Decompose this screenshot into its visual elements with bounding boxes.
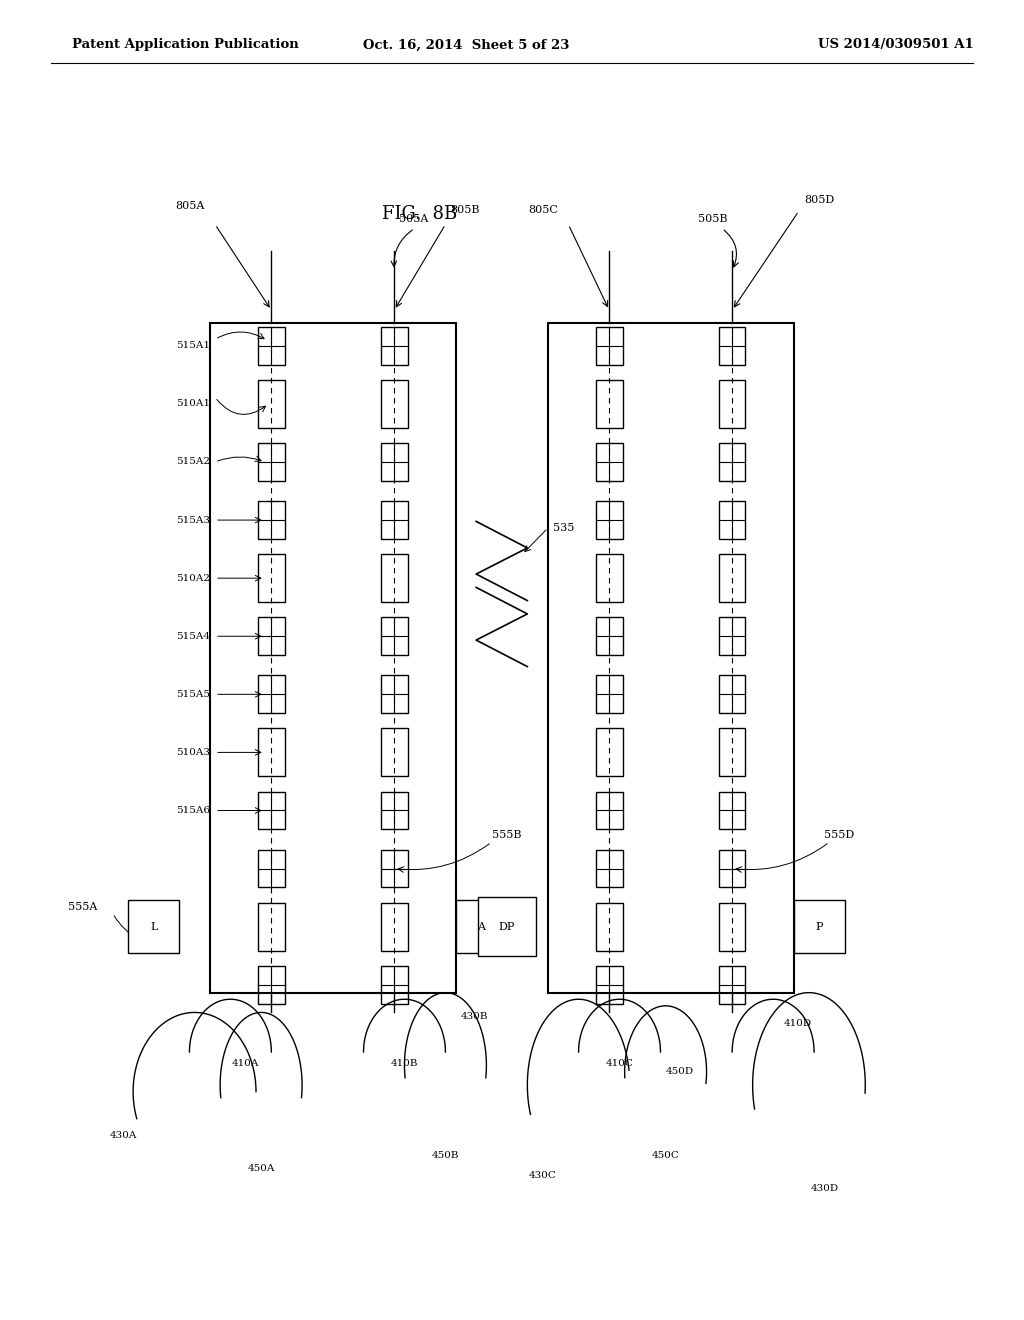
- Text: 430C: 430C: [528, 1171, 557, 1180]
- Bar: [258, 966, 285, 1003]
- Text: 555C: 555C: [492, 896, 521, 907]
- Bar: [381, 502, 408, 539]
- Bar: [381, 792, 408, 829]
- Bar: [258, 903, 285, 950]
- Bar: [456, 900, 507, 953]
- Text: 805C: 805C: [528, 205, 558, 215]
- Bar: [258, 792, 285, 829]
- Bar: [596, 850, 623, 887]
- Bar: [596, 729, 623, 776]
- Text: 555D: 555D: [824, 829, 855, 840]
- Text: 515A3: 515A3: [176, 516, 210, 524]
- Bar: [719, 444, 745, 480]
- Text: 805A: 805A: [175, 201, 205, 211]
- Bar: [596, 966, 623, 1003]
- Text: 505B: 505B: [697, 214, 727, 224]
- Bar: [258, 380, 285, 428]
- Bar: [381, 729, 408, 776]
- Text: US 2014/0309501 A1: US 2014/0309501 A1: [818, 38, 974, 51]
- Bar: [258, 676, 285, 713]
- Text: 450D: 450D: [666, 1068, 693, 1076]
- Bar: [596, 444, 623, 480]
- Bar: [719, 380, 745, 428]
- Text: 510A2: 510A2: [176, 574, 210, 582]
- Bar: [258, 618, 285, 655]
- Bar: [258, 850, 285, 887]
- Text: 505A: 505A: [399, 214, 429, 224]
- Text: 535: 535: [553, 523, 574, 533]
- Text: 805D: 805D: [804, 194, 835, 205]
- Bar: [794, 900, 845, 953]
- Text: 515A4: 515A4: [176, 632, 210, 640]
- Bar: [381, 618, 408, 655]
- Bar: [596, 618, 623, 655]
- Bar: [381, 676, 408, 713]
- Bar: [381, 903, 408, 950]
- Text: 410A: 410A: [232, 1059, 259, 1068]
- Bar: [719, 903, 745, 950]
- Bar: [258, 502, 285, 539]
- Text: Oct. 16, 2014  Sheet 5 of 23: Oct. 16, 2014 Sheet 5 of 23: [362, 38, 569, 51]
- Text: 510A3: 510A3: [176, 748, 210, 756]
- Bar: [719, 966, 745, 1003]
- Text: 450B: 450B: [432, 1151, 459, 1160]
- Text: L: L: [150, 921, 158, 932]
- Text: DP: DP: [499, 921, 515, 932]
- Text: 430A: 430A: [110, 1131, 136, 1140]
- Bar: [381, 444, 408, 480]
- Bar: [381, 554, 408, 602]
- Bar: [258, 327, 285, 364]
- Text: 410B: 410B: [391, 1059, 418, 1068]
- Bar: [210, 323, 456, 993]
- Bar: [596, 792, 623, 829]
- Bar: [258, 444, 285, 480]
- Text: 410D: 410D: [783, 1019, 811, 1028]
- Text: A: A: [477, 921, 485, 932]
- Text: 410C: 410C: [605, 1059, 634, 1068]
- Bar: [381, 327, 408, 364]
- Bar: [258, 554, 285, 602]
- Bar: [596, 380, 623, 428]
- Text: 805B: 805B: [451, 205, 480, 215]
- Bar: [719, 676, 745, 713]
- Bar: [719, 729, 745, 776]
- Text: 430D: 430D: [810, 1184, 839, 1193]
- Bar: [381, 850, 408, 887]
- Text: Patent Application Publication: Patent Application Publication: [72, 38, 298, 51]
- Bar: [596, 903, 623, 950]
- Text: 555B: 555B: [492, 829, 521, 840]
- Bar: [719, 792, 745, 829]
- Text: FIG.  8B: FIG. 8B: [382, 205, 458, 223]
- Bar: [719, 850, 745, 887]
- Text: 555A: 555A: [68, 902, 97, 912]
- Bar: [719, 502, 745, 539]
- Bar: [548, 323, 794, 993]
- Text: 430B: 430B: [461, 1012, 488, 1022]
- Text: P: P: [815, 921, 823, 932]
- Bar: [478, 898, 536, 956]
- Bar: [719, 618, 745, 655]
- Bar: [719, 554, 745, 602]
- Bar: [258, 729, 285, 776]
- Text: 450C: 450C: [651, 1151, 680, 1160]
- Text: 510A1: 510A1: [176, 400, 210, 408]
- Bar: [596, 676, 623, 713]
- Bar: [128, 900, 179, 953]
- Bar: [381, 966, 408, 1003]
- Text: 515A5: 515A5: [176, 690, 210, 698]
- Bar: [719, 327, 745, 364]
- Text: 515A2: 515A2: [176, 458, 210, 466]
- Bar: [596, 554, 623, 602]
- Bar: [596, 327, 623, 364]
- Text: 450A: 450A: [248, 1164, 274, 1173]
- Bar: [381, 380, 408, 428]
- Bar: [596, 502, 623, 539]
- Text: 515A6: 515A6: [176, 807, 210, 814]
- Text: 515A1: 515A1: [176, 342, 210, 350]
